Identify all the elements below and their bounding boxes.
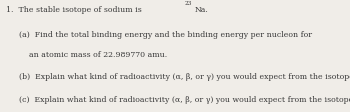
Text: an atomic mass of 22.989770 amu.: an atomic mass of 22.989770 amu. <box>29 51 167 59</box>
Text: 1.  The stable isotope of sodium is: 1. The stable isotope of sodium is <box>6 6 145 14</box>
Text: (a)  Find the total binding energy and the binding energy per nucleon for: (a) Find the total binding energy and th… <box>19 30 315 38</box>
Text: (c)  Explain what kind of radioactivity (α, β, or γ) you would expect from the i: (c) Explain what kind of radioactivity (… <box>19 95 350 103</box>
Text: Na.: Na. <box>194 6 208 14</box>
Text: (b)  Explain what kind of radioactivity (α, β, or γ) you would expect from the i: (b) Explain what kind of radioactivity (… <box>19 72 350 80</box>
Text: 23: 23 <box>185 1 192 5</box>
